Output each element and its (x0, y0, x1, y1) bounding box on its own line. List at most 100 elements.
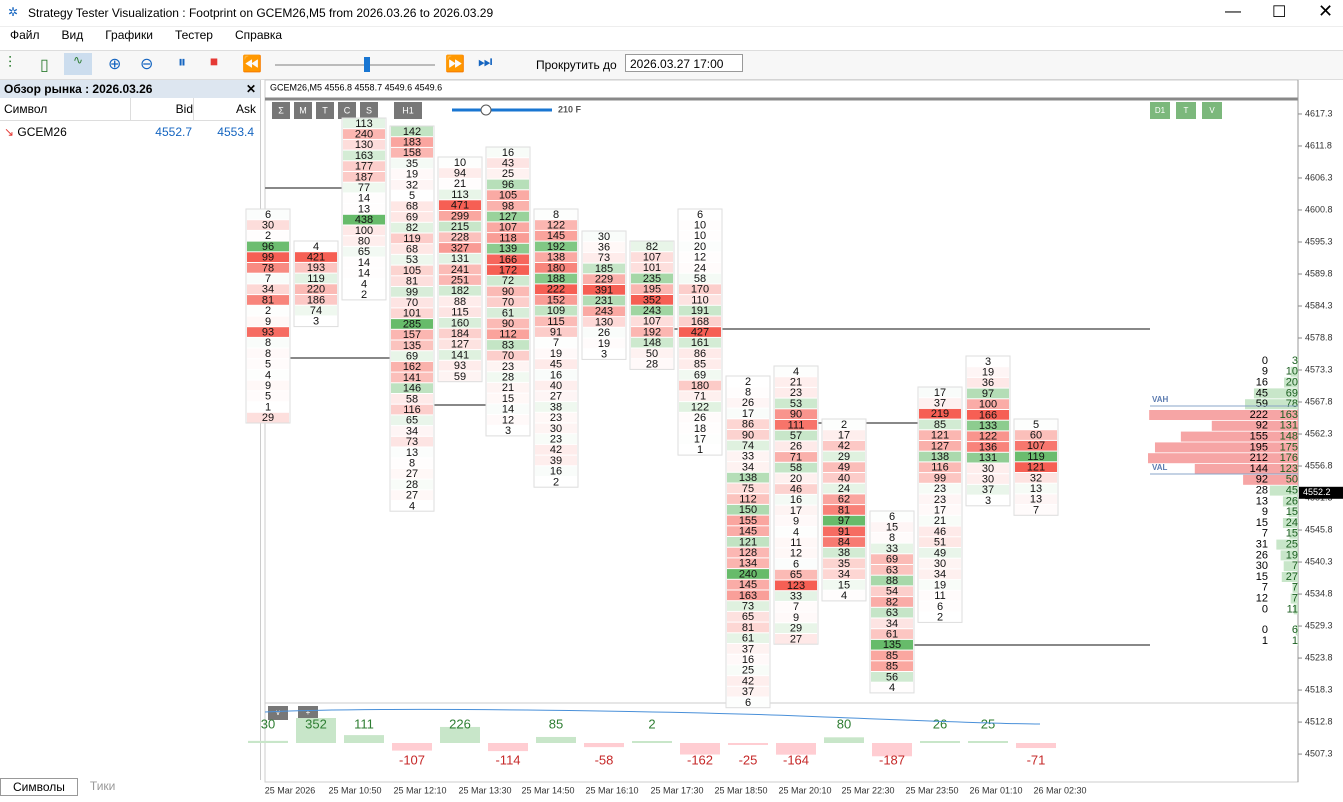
footprint-cell (439, 211, 481, 221)
footprint-value: 170 (691, 284, 709, 296)
menu-item[interactable]: Графики (105, 28, 153, 42)
footprint-value: 191 (691, 305, 709, 317)
close[interactable]: ✕ (1318, 1, 1334, 21)
footprint-value: 121 (1027, 462, 1045, 474)
footprint-cell (775, 409, 817, 419)
footprint-cell (775, 548, 817, 559)
footprint-value: 38 (550, 401, 562, 413)
footprint-cell (775, 591, 817, 601)
profile-bar (1290, 366, 1298, 377)
footprint-cell (295, 284, 337, 294)
zoom-thumb[interactable] (480, 104, 492, 116)
menu-item[interactable]: Справка (234, 28, 283, 42)
footprint-cell (727, 611, 769, 622)
profile-bid: 7 (1262, 528, 1268, 540)
speed-thumb[interactable] (364, 57, 370, 72)
minimize[interactable]: — (1225, 3, 1241, 20)
footprint-cell (535, 434, 577, 444)
footprint-value: 60 (1030, 429, 1042, 441)
line-btn[interactable]: ∿ (64, 53, 92, 75)
rewind[interactable]: ⏪ (242, 56, 262, 73)
footprint-value: 30 (982, 463, 994, 475)
footprint-cell (391, 287, 433, 297)
candle-btn[interactable]: ▯ (40, 57, 49, 74)
footprint-cell (391, 319, 433, 329)
delta-button-label: v (276, 708, 280, 717)
mw-row[interactable]: ↘ GCEM26 4552.7 4553.4 (0, 121, 260, 143)
footprint-value: 130 (355, 139, 373, 151)
chart-button[interactable] (360, 102, 378, 119)
menu-item[interactable]: Вид (61, 28, 84, 42)
footprint-cell (535, 412, 577, 423)
profile-bid: 15 (1256, 517, 1268, 529)
pause[interactable]: ⏸ (178, 54, 187, 71)
delta-bar (920, 741, 960, 743)
menu-item[interactable]: Тестер (174, 28, 213, 42)
scroll-date[interactable]: 2026.03.27 17:00 (625, 54, 743, 72)
fast-forward[interactable]: ⏩ (445, 56, 465, 73)
footprint-cell (679, 402, 721, 412)
footprint-value: 240 (355, 128, 373, 140)
footprint-value: 16 (550, 369, 562, 381)
chart-button[interactable] (1150, 102, 1170, 119)
chart-button[interactable] (1202, 102, 1222, 119)
footprint-value: 23 (550, 433, 562, 445)
chart-info: GCEM26,M5 4556.8 4558.7 4549.6 4549.6 (270, 82, 442, 92)
footprint-value: 30 (982, 473, 994, 485)
footprint-value: 51 (934, 537, 946, 549)
footprint-cell (1015, 483, 1057, 494)
chart-button[interactable] (338, 102, 356, 119)
footprint-column (533, 208, 579, 488)
footprint-cell (631, 262, 673, 273)
chart-button[interactable] (294, 102, 312, 119)
delta-button[interactable] (298, 706, 318, 720)
footprint-cell (535, 327, 577, 337)
price-label: 4529.3 (1305, 620, 1333, 630)
footprint-cell (295, 273, 337, 284)
footprint-value: 4 (361, 278, 367, 290)
footprint-cell (391, 404, 433, 415)
delta-label: -25 (739, 752, 758, 767)
mw-header: Символ Bid Ask (0, 98, 260, 121)
profile-bar (1243, 474, 1298, 485)
footprint-value: 182 (451, 285, 469, 297)
chart-button[interactable] (316, 102, 334, 119)
mw-close[interactable]: ✕ (245, 82, 256, 96)
footprint-value: 53 (406, 254, 418, 266)
footprint-value: 90 (502, 286, 514, 298)
footprint-value: 19 (934, 579, 946, 591)
menu-item[interactable]: Файл (10, 28, 40, 42)
time-label: 25 Mar 16:10 (585, 785, 638, 795)
footprint-cell (823, 494, 865, 505)
maximize[interactable]: ☐ (1272, 4, 1287, 21)
zoom-in[interactable]: ⊕ (108, 56, 122, 73)
chart-button[interactable] (394, 102, 422, 119)
footprint-cell (391, 394, 433, 404)
zoom-out[interactable]: ⊖ (140, 56, 154, 73)
chart-button[interactable] (1176, 102, 1196, 119)
footprint-value: 162 (403, 361, 421, 373)
footprint-cell (727, 483, 769, 494)
tab[interactable]: Тики (89, 779, 116, 793)
footprint-cell (679, 348, 721, 359)
profile-bar (1149, 410, 1298, 420)
profile-bid: 9 (1262, 366, 1268, 378)
step[interactable]: ⏭ (478, 54, 493, 71)
footprint-value: 138 (547, 252, 565, 264)
footprint-value: 112 (499, 329, 517, 341)
stop[interactable]: ⏹ (210, 54, 219, 71)
bar-chart-btn[interactable]: ⫶ (8, 55, 13, 72)
footprint-cell (871, 586, 913, 597)
footprint-value: 42 (742, 675, 754, 687)
chart-button[interactable] (272, 102, 290, 119)
footprint-value: 17 (694, 433, 706, 445)
footprint-cell (823, 547, 865, 558)
footprint-value: 2 (745, 376, 751, 388)
profile-ask: 7 (1292, 593, 1298, 605)
tab[interactable]: Символы (0, 778, 78, 796)
window-title: Strategy Tester Visualization : Footprin… (28, 6, 494, 20)
footprint-cell (775, 462, 817, 473)
delta-button[interactable] (268, 706, 288, 720)
footprint-cell (391, 297, 433, 308)
footprint-cell (727, 633, 769, 643)
